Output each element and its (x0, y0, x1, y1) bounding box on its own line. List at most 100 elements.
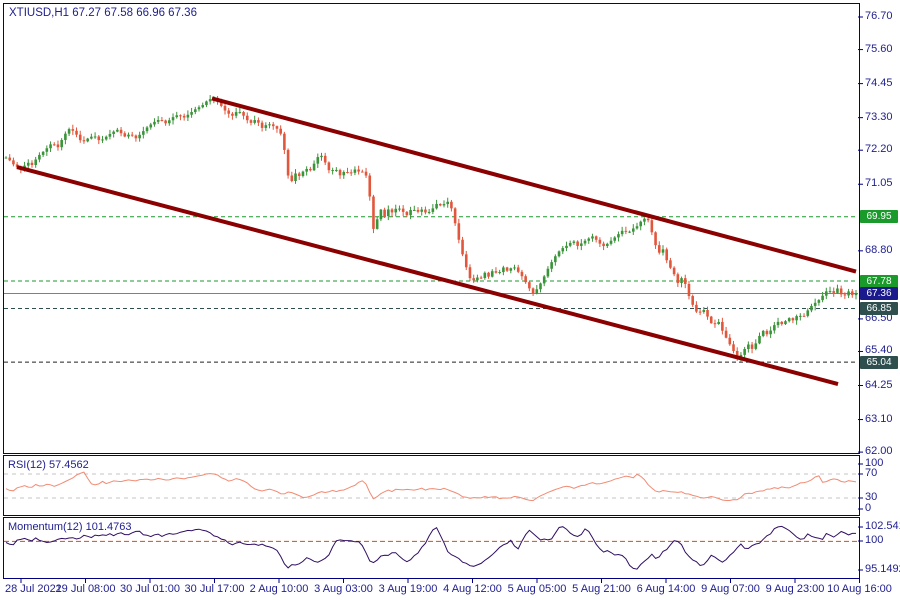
candle-body (116, 129, 119, 132)
candle-body (769, 330, 772, 335)
candle-body (450, 201, 453, 209)
candle-body (613, 237, 617, 241)
candle-body (498, 272, 501, 274)
candle-body (323, 155, 327, 163)
rsi-line (5, 471, 857, 502)
candle-body (301, 171, 305, 176)
price-axis-label: 68.80 (865, 243, 893, 256)
candle-body (104, 136, 108, 140)
candle-body (702, 309, 706, 312)
candle-body (680, 278, 683, 283)
candle-body (194, 109, 197, 113)
momentum-line (5, 525, 856, 570)
candle-body (164, 120, 167, 124)
rsi-axis-label: 70 (865, 467, 878, 479)
candle-body (45, 148, 49, 152)
date-label: 2 Aug 10:00 (249, 583, 309, 595)
date-label: 28 Jul 2021 (5, 583, 62, 595)
candle-body (56, 144, 60, 148)
candle-body (268, 124, 271, 126)
candle-body (160, 120, 164, 122)
candle-body (294, 173, 297, 181)
price-axis-label: 62.00 (865, 445, 893, 458)
rsi-panel (3, 455, 860, 516)
candle-body (394, 208, 398, 213)
candle-body (550, 262, 553, 269)
candle-body (665, 249, 668, 261)
candle-body (168, 120, 171, 124)
candle-body (112, 131, 115, 134)
date-label: 5 Aug 21:00 (572, 583, 631, 595)
candle-body (472, 278, 475, 281)
candle-body (364, 171, 368, 176)
candle-body (260, 122, 264, 128)
candle-body (49, 144, 52, 149)
candle-body (687, 284, 691, 297)
candle-body (327, 162, 331, 171)
candle-body (427, 211, 431, 213)
candle-body (101, 139, 104, 141)
candle-body (765, 330, 769, 335)
candle-body (683, 278, 687, 285)
candle-body (208, 99, 212, 102)
candle-body (773, 325, 776, 331)
candle-body (784, 321, 787, 325)
channel-lower-line (16, 165, 839, 386)
candle-body (832, 291, 836, 293)
candle-body (383, 209, 386, 217)
candle-body (372, 196, 375, 229)
candle-body (528, 282, 531, 289)
candle-body (650, 220, 654, 233)
candle-body (691, 296, 694, 305)
date-label: 4 Aug 12:00 (443, 583, 502, 595)
candle-body (264, 125, 268, 128)
price-axis-label: 75.60 (865, 42, 893, 55)
candle-body (271, 124, 275, 127)
candle-body (67, 129, 71, 134)
candle-body (728, 337, 732, 345)
candle-body (416, 209, 420, 212)
candle-body (802, 315, 806, 317)
candle-body (490, 271, 494, 277)
candle-body (123, 133, 127, 137)
candle-body (795, 316, 798, 321)
candle-body (635, 226, 639, 229)
candle-body (186, 114, 190, 118)
price-badge: 67.78 (860, 274, 898, 288)
channel-upper-line (211, 96, 857, 274)
candle-body (580, 243, 583, 246)
candle-body (557, 251, 561, 257)
candle-body (424, 209, 427, 213)
candle-body (810, 305, 813, 311)
date-label: 3 Aug 03:00 (314, 583, 373, 595)
candle-body (639, 221, 643, 227)
candle-body (609, 240, 613, 244)
candle-body (231, 113, 234, 116)
candle-body (412, 209, 416, 211)
date-label: 9 Aug 07:00 (701, 583, 760, 595)
candle-body (138, 134, 141, 139)
candle-body (791, 318, 795, 321)
price-badge: 66.85 (860, 302, 898, 316)
candle-body (390, 209, 394, 213)
candle-body (179, 115, 182, 117)
candle-body (854, 293, 858, 296)
candle-body (119, 129, 123, 134)
candle-body (409, 210, 412, 216)
candle-body (346, 172, 349, 174)
rsi-axis-label: 100 (865, 457, 884, 469)
candle-body (12, 160, 15, 165)
candle-body (316, 157, 320, 164)
candle-body (743, 349, 746, 355)
candle-body (594, 236, 598, 240)
rsi-axis-label: 0 (865, 502, 872, 514)
candle-body (201, 105, 205, 108)
price-axis-label: 71.05 (865, 177, 893, 190)
candle-body (513, 267, 516, 269)
candle-body (398, 208, 401, 210)
candle-body (305, 168, 308, 172)
candle-body (483, 272, 487, 278)
